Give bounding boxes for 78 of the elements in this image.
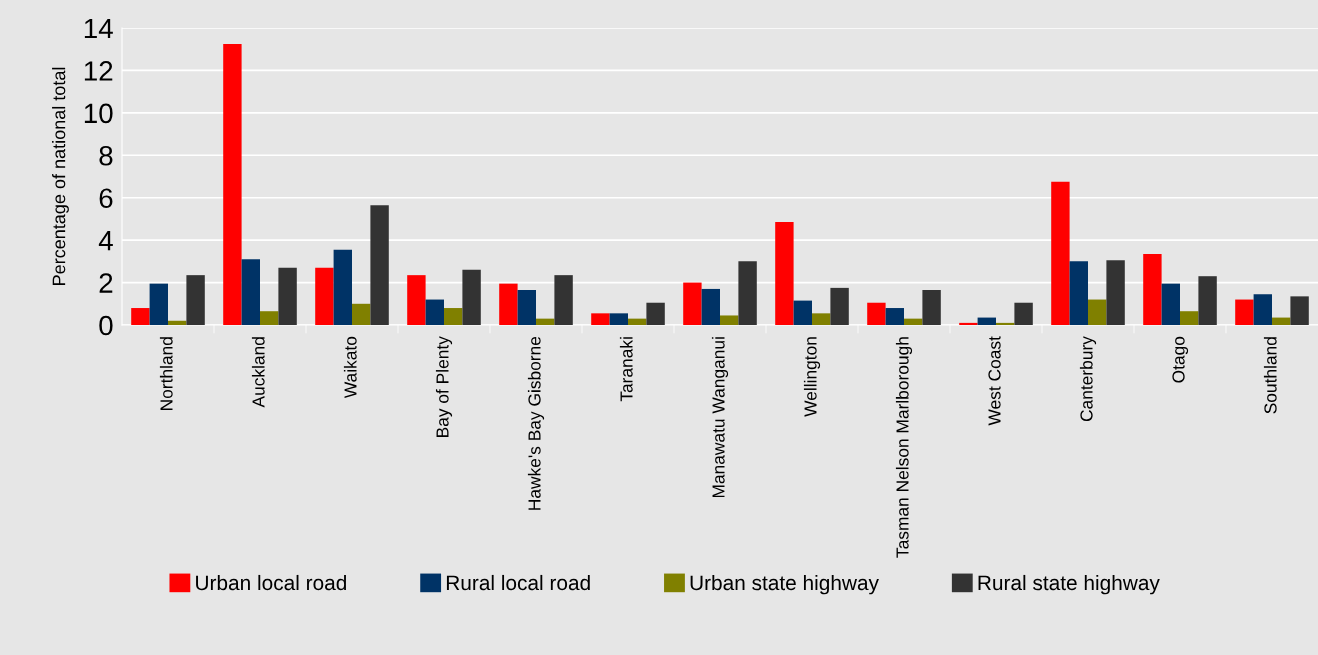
- bar: [168, 320, 187, 325]
- y-axis-title: Percentage of national total: [52, 67, 69, 285]
- bar: [977, 317, 996, 325]
- bar: [1069, 261, 1088, 325]
- bar: [701, 288, 720, 325]
- bar: [1253, 294, 1272, 325]
- bar: [260, 311, 279, 325]
- y-tick-label: 10: [84, 103, 113, 124]
- bar: [131, 308, 150, 325]
- bar: [370, 205, 389, 325]
- bar: [499, 283, 518, 325]
- bar: [683, 282, 702, 325]
- legend-label: Urban local road: [196, 574, 346, 591]
- bar: [775, 222, 794, 325]
- bar: [812, 313, 831, 325]
- bar: [149, 283, 168, 325]
- bar: [885, 308, 904, 325]
- y-tick-label: 0: [99, 315, 113, 336]
- bar: [738, 261, 757, 325]
- bar: [959, 322, 978, 325]
- x-tick-label: West Coast: [988, 336, 1001, 426]
- bar: [720, 315, 739, 325]
- bar: [407, 275, 426, 325]
- legend-label: Rural local road: [446, 574, 590, 591]
- bar: [628, 318, 647, 325]
- x-tick-label: Southland: [1263, 337, 1277, 414]
- bar: [793, 300, 812, 325]
- legend-label: Rural state highway: [978, 574, 1160, 595]
- x-tick-label: Tasman Nelson Marlborough: [895, 337, 913, 558]
- x-tick-label: Taranaki: [619, 337, 633, 402]
- bar: [1161, 283, 1180, 325]
- bar: [830, 287, 849, 325]
- y-tick-label: 4: [98, 231, 113, 251]
- bar: [1272, 317, 1291, 325]
- bar: [1180, 311, 1199, 325]
- bar: [1143, 253, 1162, 325]
- y-tick-label: 2: [99, 273, 113, 293]
- y-tick-label: 8: [99, 145, 113, 166]
- bar: [646, 302, 665, 325]
- bar: [554, 275, 573, 325]
- y-tick-label: 6: [99, 188, 113, 209]
- y-tick-label: 12: [84, 61, 113, 81]
- bar: [462, 269, 481, 325]
- x-tick-label: Hawke's Bay Gisborne: [527, 336, 545, 510]
- bar: [517, 290, 536, 325]
- bar: [1106, 260, 1125, 325]
- bar: [867, 302, 886, 325]
- bar: [922, 290, 941, 325]
- x-tick-label: Manawatu Wanganui: [711, 337, 729, 498]
- x-tick-label: Wellington: [803, 337, 821, 417]
- bar: [609, 313, 628, 325]
- bar: [425, 299, 444, 325]
- bar: [1014, 302, 1033, 325]
- bar: [1290, 296, 1309, 325]
- bar: [996, 322, 1015, 325]
- bar: [591, 313, 610, 325]
- bar: [444, 308, 463, 325]
- bar: [352, 303, 371, 325]
- x-tick-label: Otago: [1172, 336, 1189, 383]
- bar: [1235, 299, 1254, 325]
- x-tick-label: Canterbury: [1079, 336, 1097, 422]
- bar: [1198, 276, 1217, 325]
- bar: [1051, 181, 1070, 325]
- bar: [278, 267, 297, 325]
- bar: [904, 318, 923, 325]
- bar: [536, 318, 555, 325]
- legend-label: Urban state highway: [690, 574, 879, 595]
- x-tick-label: Northland: [159, 337, 173, 410]
- x-tick-label: Auckland: [251, 337, 265, 408]
- bar: [1088, 299, 1107, 325]
- bar: [186, 275, 205, 325]
- bar: [333, 249, 352, 325]
- x-tick-label: Waikato: [343, 336, 357, 399]
- y-tick-label: 14: [84, 18, 113, 39]
- x-tick-label: Bay of Plenty: [435, 336, 453, 437]
- bar: [241, 259, 260, 325]
- bar: [223, 43, 242, 325]
- bar: [315, 267, 334, 325]
